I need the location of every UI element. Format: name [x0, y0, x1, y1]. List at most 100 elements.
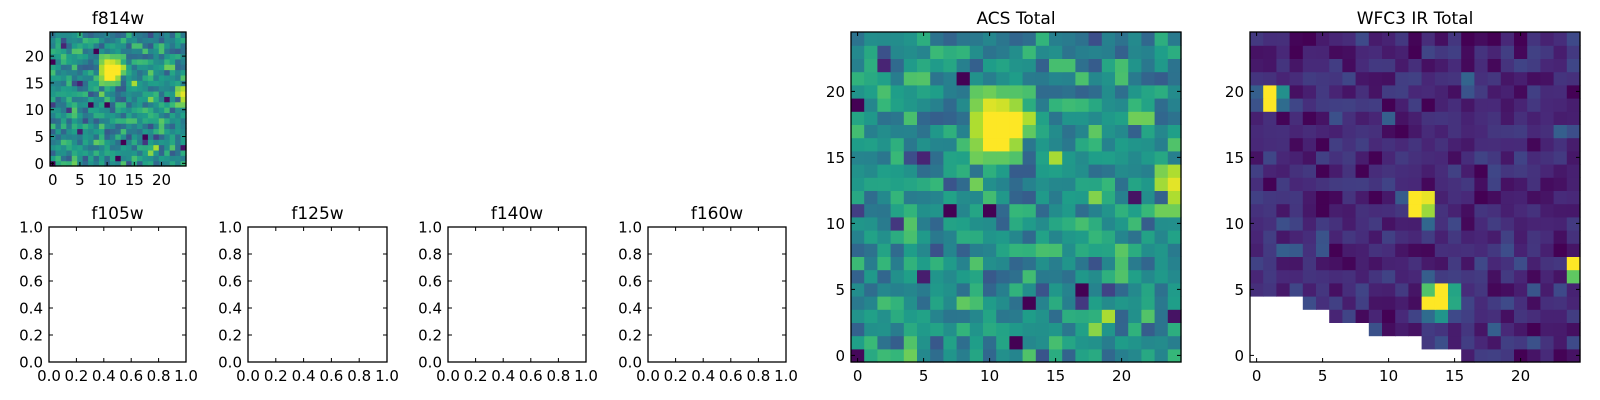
heatmap-cell	[917, 124, 931, 139]
heatmap-cell	[1487, 322, 1502, 337]
heatmap-cell	[1461, 84, 1475, 99]
heatmap-cell	[77, 48, 84, 55]
heatmap-cell	[175, 80, 182, 87]
heatmap-cell	[1250, 164, 1264, 178]
heatmap-cell	[1115, 309, 1129, 323]
heatmap-cell	[930, 111, 944, 125]
heatmap-cell	[1408, 124, 1423, 139]
heatmap-cell	[55, 58, 62, 65]
heatmap-cell	[66, 139, 73, 146]
heatmap-cell	[943, 190, 958, 205]
heatmap-cell	[983, 177, 997, 191]
heatmap-cell	[983, 124, 997, 139]
heatmap-cell	[66, 80, 73, 87]
heatmap-cell	[917, 230, 931, 244]
heatmap-cell	[864, 230, 878, 244]
heatmap-cell	[77, 74, 84, 81]
heatmap-cell	[903, 216, 918, 231]
heatmap-cell	[1115, 216, 1129, 231]
heatmap-cell	[1553, 282, 1568, 297]
heatmap-cell	[109, 42, 116, 49]
heatmap-cell	[1141, 98, 1156, 112]
heatmap-cell	[1527, 137, 1541, 152]
heatmap-cell	[1553, 203, 1568, 218]
heatmap-cell	[1461, 190, 1475, 205]
heatmap-cell	[82, 123, 89, 130]
heatmap-cell	[969, 150, 984, 165]
heatmap-cell	[903, 322, 918, 337]
heatmap-cell	[1049, 256, 1063, 271]
heatmap-cell	[98, 37, 105, 44]
heatmap-cell	[126, 155, 133, 162]
heatmap-cell	[1062, 203, 1076, 218]
heatmap-cell	[175, 37, 182, 44]
heatmap-cell	[1075, 335, 1090, 350]
heatmap-cell	[1115, 269, 1129, 284]
heatmap-cell	[1022, 322, 1037, 337]
heatmap-cell	[1035, 137, 1050, 152]
heatmap-cell	[1250, 98, 1264, 112]
heatmap-cell	[1101, 282, 1116, 297]
heatmap-cell	[864, 335, 878, 350]
heatmap-cell	[77, 90, 84, 97]
heatmap-cell	[1434, 150, 1449, 165]
heatmap-cell	[180, 85, 187, 92]
heatmap-cell	[903, 190, 918, 205]
heatmap-cell	[88, 64, 95, 71]
heatmap-cell	[131, 101, 138, 108]
heatmap-cell	[1368, 177, 1383, 191]
heatmap-cell	[1540, 190, 1555, 205]
heatmap-cell	[82, 128, 89, 135]
heatmap-cell	[1075, 177, 1090, 191]
heatmap-cell	[1448, 216, 1462, 231]
heatmap-cell	[1141, 190, 1156, 205]
heatmap-cell	[88, 107, 95, 113]
heatmap-cell	[1115, 322, 1129, 337]
heatmap-cell	[77, 133, 84, 140]
heatmap-cell	[1355, 137, 1370, 152]
heatmap-cell	[66, 85, 73, 92]
heatmap-cell	[131, 149, 138, 156]
heatmap-cell	[88, 139, 95, 146]
heatmap-cell	[1022, 111, 1037, 125]
heatmap-cell	[142, 96, 149, 103]
heatmap-cell	[864, 150, 878, 165]
x-tick-label: 10	[980, 367, 999, 385]
heatmap-cell	[55, 155, 62, 162]
y-tick-label: 5	[34, 128, 44, 146]
heatmap-cell	[1167, 58, 1182, 73]
heatmap-cell	[147, 69, 154, 76]
heatmap-cell	[137, 42, 144, 49]
heatmap-cell	[917, 58, 931, 73]
heatmap-cell	[1368, 296, 1383, 310]
heatmap-cell	[1474, 322, 1489, 337]
heatmap-cell	[983, 58, 997, 73]
heatmap-cell	[1128, 32, 1142, 46]
heatmap-cell	[131, 96, 138, 103]
heatmap-cell	[1527, 216, 1541, 231]
heatmap-cell	[1368, 230, 1383, 244]
heatmap-cell	[142, 32, 149, 38]
heatmap-cell	[55, 64, 62, 71]
heatmap-cell	[175, 112, 182, 119]
heatmap-cell	[1009, 256, 1024, 271]
heatmap-cell	[956, 124, 971, 139]
heatmap-cell	[55, 85, 62, 92]
heatmap-cell	[88, 128, 95, 135]
heatmap-cell	[1128, 111, 1142, 125]
x-tick-label: 0	[853, 367, 863, 385]
heatmap-cell	[1009, 164, 1024, 178]
heatmap-cell	[1154, 45, 1169, 59]
heatmap-cell	[1342, 203, 1357, 218]
heatmap-cell	[1088, 322, 1103, 337]
heatmap-cell	[1566, 243, 1581, 257]
heatmap-cell	[1115, 177, 1129, 191]
heatmap-cell	[1128, 309, 1142, 323]
heatmap-cell	[1022, 137, 1037, 152]
heatmap-cell	[109, 48, 116, 55]
heatmap-cell	[1276, 124, 1291, 139]
heatmap-cell	[943, 32, 958, 46]
heatmap-cell	[50, 74, 57, 81]
heatmap-cell	[1514, 243, 1528, 257]
heatmap-cell	[917, 256, 931, 271]
